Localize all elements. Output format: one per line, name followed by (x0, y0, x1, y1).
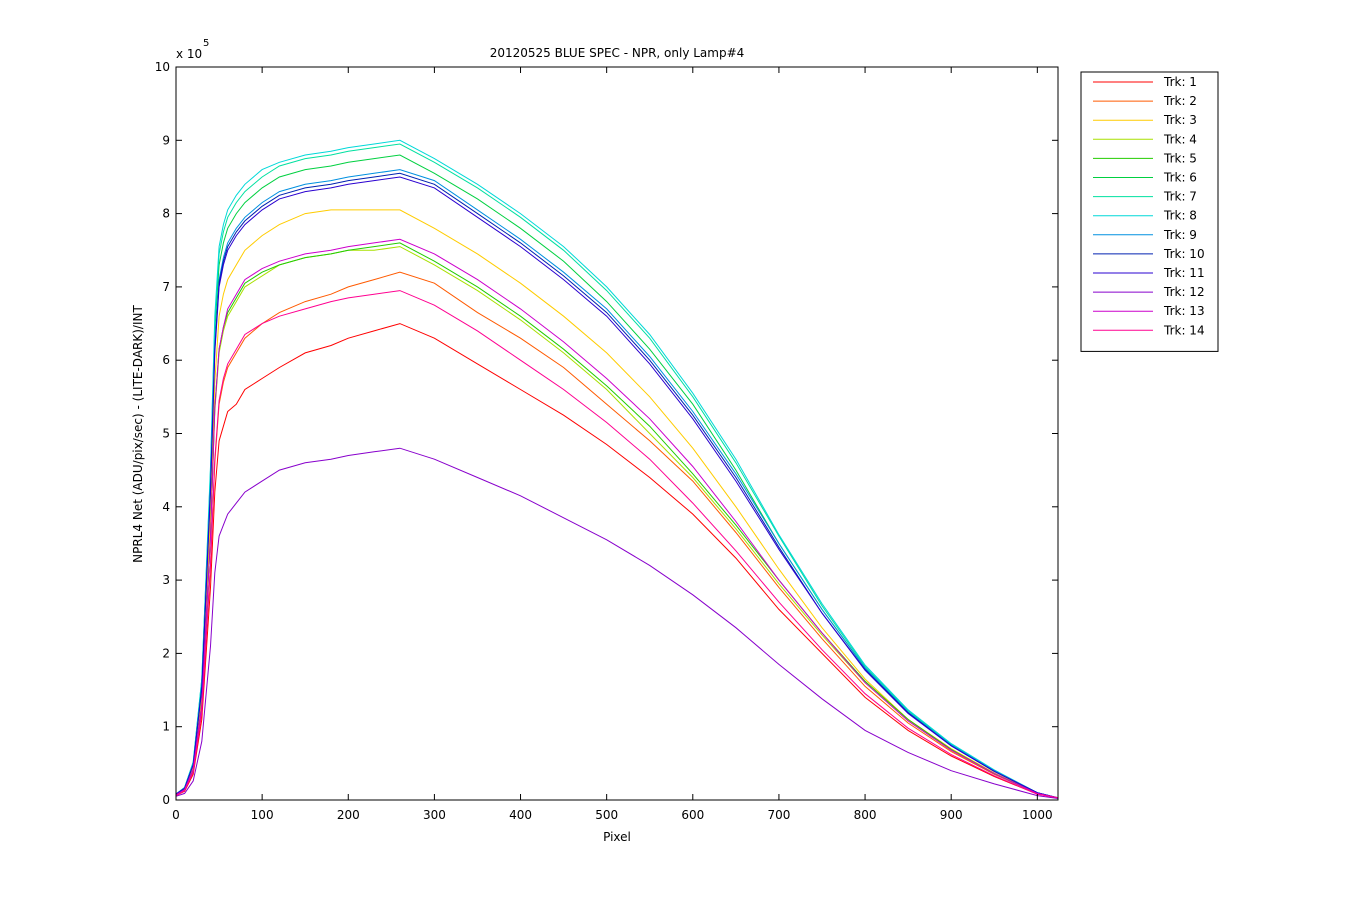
y-tick-label: 3 (162, 573, 170, 587)
y-axis-label: NPRL4 Net (ADU/pix/sec) - (LITE-DARK)/IN… (131, 305, 145, 563)
series-line-trk-13 (175, 238, 1059, 799)
y-tick-label: 0 (162, 793, 170, 807)
series-line-trk-1 (175, 323, 1059, 799)
x-tick-label: 0 (172, 808, 180, 822)
x-tick-label: 700 (767, 808, 790, 822)
y-tick-label: 9 (162, 133, 170, 147)
legend-box (1080, 71, 1219, 352)
x-tick-label: 600 (681, 808, 704, 822)
plot-area: 0 100 200 300 400 500 600 700 800 900 1000 0 1 2 3 4 5 6 7… (155, 60, 1059, 822)
series-line-trk-11 (175, 176, 1059, 799)
legend-label-trk-7: Trk: 7 (1163, 190, 1197, 204)
legend-label-trk-14: Trk: 14 (1163, 323, 1205, 337)
legend-label-trk-8: Trk: 8 (1163, 209, 1197, 223)
legend-label-trk-3: Trk: 3 (1163, 113, 1197, 127)
legend-label-trk-4: Trk: 4 (1163, 132, 1197, 146)
y-tick-label: 1 (162, 720, 170, 734)
legend-label-trk-5: Trk: 5 (1163, 151, 1197, 165)
chart-title: 20120525 BLUE SPEC - NPR, only Lamp#4 (490, 46, 745, 60)
x-tick-label: 900 (940, 808, 963, 822)
legend-label-trk-1: Trk: 1 (1163, 75, 1197, 89)
x-tick-label: 500 (595, 808, 618, 822)
series-line-trk-12 (175, 447, 1059, 799)
legend-label-trk-2: Trk: 2 (1163, 94, 1197, 108)
x-tick-label: 800 (854, 808, 877, 822)
y-exponent-base: x 10 (176, 47, 202, 61)
y-tick-label: 8 (162, 207, 170, 221)
legend-label-trk-9: Trk: 9 (1163, 228, 1197, 242)
y-tick-label: 6 (162, 353, 170, 367)
y-tick-label: 10 (155, 60, 170, 74)
series-line-trk-3 (175, 209, 1059, 799)
y-tick-label: 7 (162, 280, 170, 294)
legend-label-trk-10: Trk: 10 (1163, 247, 1205, 261)
series-line-trk-14 (175, 290, 1059, 799)
x-tick-label: 300 (423, 808, 446, 822)
y-tick-label: 4 (162, 500, 170, 514)
legend-label-trk-12: Trk: 12 (1163, 285, 1205, 299)
x-tick-label: 100 (251, 808, 274, 822)
legend-label-trk-6: Trk: 6 (1163, 171, 1197, 185)
x-tick-label: 400 (509, 808, 532, 822)
series-line-trk-8 (175, 139, 1059, 799)
legend: Trk: 1 Trk: 2 Trk: 3 Trk: 4 Trk: 5 Trk: 6 Trk:… (1080, 71, 1219, 352)
x-tick-label: 1000 (1022, 808, 1053, 822)
x-tick-label: 200 (337, 808, 360, 822)
legend-label-trk-11: Trk: 11 (1163, 266, 1205, 280)
x-axis-label: Pixel (603, 830, 631, 844)
y-tick-label: 5 (162, 427, 170, 441)
y-exponent-power: 5 (203, 38, 209, 49)
y-tick-label: 2 (162, 646, 170, 660)
legend-label-trk-13: Trk: 13 (1163, 304, 1205, 318)
